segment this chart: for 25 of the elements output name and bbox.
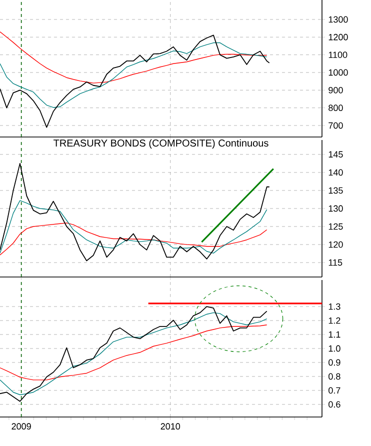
x-tick-label: 2010 xyxy=(160,423,180,430)
y-tick-label: 1.3 xyxy=(328,303,340,310)
y-tick-label: 0.6 xyxy=(328,401,340,408)
y-tick-label: 130 xyxy=(328,205,343,212)
y-tick-label: 900 xyxy=(328,86,343,94)
y-tick-label: 135 xyxy=(328,187,343,194)
y-tick-label: 1300 xyxy=(328,16,348,23)
y-tick-label: 125 xyxy=(328,223,343,230)
y-tick-label: 1.0 xyxy=(328,345,340,352)
y-tick-label: 1.1 xyxy=(328,331,340,338)
y-tick-label: 0.7 xyxy=(328,387,340,394)
y-tick-label: 0.9 xyxy=(328,359,340,366)
y-tick-label: 120 xyxy=(328,241,343,248)
y-tick-label: 145 xyxy=(328,151,343,158)
x-tick-label: 2009 xyxy=(12,423,31,430)
y-tick-label: 0.8 xyxy=(328,373,340,380)
y-tick-label: 1.2 xyxy=(328,317,340,324)
y-tick-label: 700 xyxy=(328,122,343,129)
y-tick-label: 115 xyxy=(328,259,342,266)
chart-title: TREASURY BONDS (COMPOSITE) Continuous xyxy=(54,139,268,149)
y-tick-label: 1100 xyxy=(328,52,348,58)
y-tick-label: 1200 xyxy=(328,34,348,40)
y-tick-label: 1000 xyxy=(328,69,348,76)
y-tick-label: 140 xyxy=(328,169,343,176)
y-tick-label: 800 xyxy=(328,104,343,112)
